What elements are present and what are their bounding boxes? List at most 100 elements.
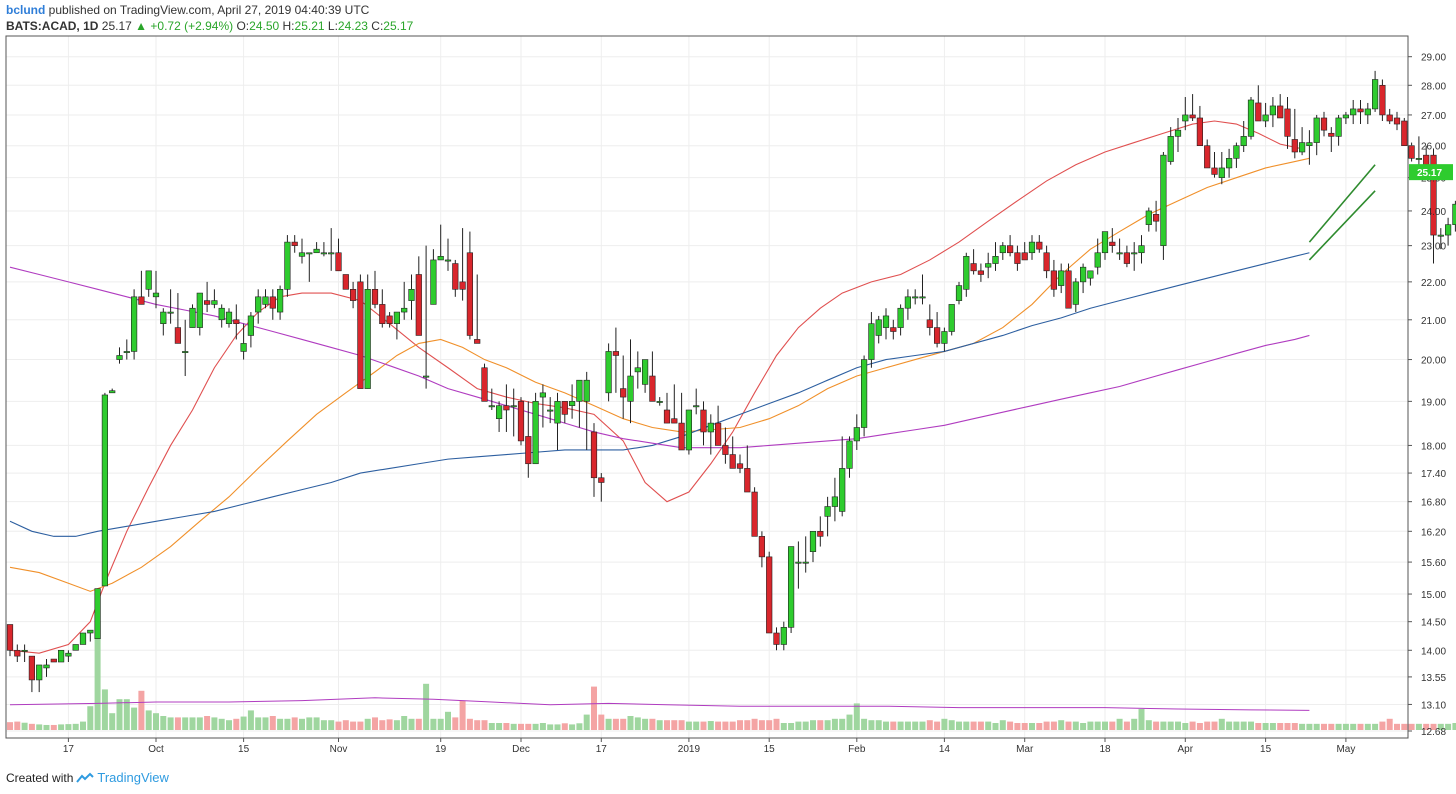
candle-body [1320,117,1328,131]
candle-body [1043,252,1050,272]
time-tick-label: Feb [848,744,866,755]
candle-body [138,296,145,305]
volume-bar [1007,721,1014,730]
candle-body [444,259,452,262]
candle [364,274,371,389]
volume-bar [386,719,393,730]
candle [941,327,948,352]
candle-body [167,311,174,314]
volume-bar [1437,723,1444,730]
volume-bar [1138,709,1145,730]
candle [320,242,328,257]
candle-body [985,263,992,268]
candle-body [714,422,722,446]
candle [1364,102,1371,125]
price-chart[interactable]: 29.0028.0027.0026.0025.0024.0023.0022.00… [0,0,1456,766]
candle [101,392,108,587]
candle-body [298,252,306,257]
volume-bar [904,721,911,730]
volume-bar [503,723,510,730]
candle [1116,238,1123,260]
plot-frame [5,35,1409,739]
volume-bar [1065,721,1072,730]
candle [576,379,583,428]
candle [1386,108,1393,125]
ma-line-50 [9,157,1310,592]
candle [306,252,313,282]
symbol-label: BATS:ACAD, 1D [6,19,99,33]
price-tick-label: 24.00 [1421,207,1446,218]
candle [408,274,415,320]
candle [970,249,977,275]
publisher-name[interactable]: bclund [6,3,46,17]
volume-bar [941,718,948,730]
volume-bar [1306,723,1313,730]
volume-bar [1233,721,1240,730]
volume-bar [1452,723,1456,730]
candle [393,311,401,340]
volume-bar [912,721,919,730]
trend-channel-line[interactable] [1308,190,1376,261]
candle [21,644,28,663]
candle-body [809,531,817,552]
candle-body [36,664,43,681]
candle-body [758,536,765,558]
candle-body [371,289,379,305]
candle [1262,102,1269,128]
volume-bar [875,720,882,730]
candle-body [335,252,342,272]
published-text: published on TradingView.com, April 27, … [48,3,370,17]
candle [145,270,152,297]
tradingview-brand[interactable]: TradingView [97,770,169,785]
volume-bar [1291,723,1298,730]
candle-body [663,409,671,424]
volume-bar [1248,721,1254,730]
candle [1357,99,1364,125]
candle [328,228,335,271]
volume-bar [415,718,422,730]
volume-bar [87,706,94,730]
candle [620,355,627,419]
candle-body [357,281,364,389]
price-tick-label: 22.00 [1421,278,1446,289]
candle-body [269,296,276,309]
candle [985,252,992,279]
candle-body [641,359,649,385]
volume-bar [1218,718,1225,730]
candle-body [57,649,65,663]
candle [590,423,598,497]
candle [1182,97,1189,131]
volume-bar [707,721,714,730]
candle-body [276,289,284,313]
candle [758,531,765,568]
volume-bar [831,718,838,730]
volume-bar [1299,723,1306,730]
volume-bar [174,717,181,730]
candle-body [364,289,371,389]
candle [262,289,269,309]
trend-channel-line[interactable] [1308,164,1376,243]
candle-body [685,409,692,451]
volume-bar [926,720,933,730]
candle-body [459,281,466,290]
candle [43,659,50,677]
candle-body [386,315,393,324]
volume-bar [474,720,481,730]
candle [955,281,963,305]
volume-bar [1204,721,1211,730]
candle [218,304,225,328]
candle-body [1233,145,1240,159]
volume-bar [518,723,524,730]
candle [14,644,21,663]
candle-body [1437,234,1444,237]
candle-body [1291,139,1298,153]
volume-bar [153,713,159,730]
candle-body [700,409,707,433]
volume-bar [758,720,765,730]
volume-bar [1386,718,1393,730]
volume-bar [1364,723,1371,730]
price-tick-label: 14.00 [1421,646,1446,657]
time-tick-label: Oct [148,744,164,755]
candle [123,339,130,360]
candle [1393,111,1401,131]
